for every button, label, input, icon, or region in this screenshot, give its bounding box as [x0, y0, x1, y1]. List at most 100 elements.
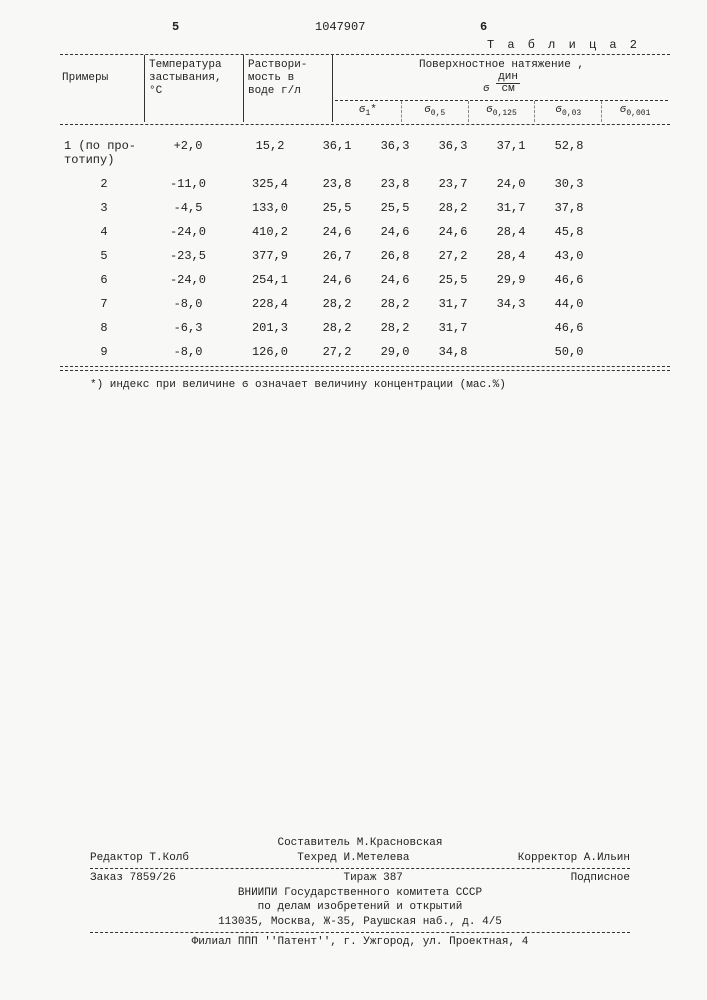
- header-col4-text-a: Поверхностное натяжение ,: [419, 59, 584, 71]
- cell-v5: 44,0: [540, 297, 598, 311]
- cell-v4: 29,9: [482, 273, 540, 287]
- table-body: 1 (по про-тотипу)+2,015,236,136,336,337,…: [60, 125, 670, 364]
- table-header: Примеры Температура застывания, °С Раств…: [60, 55, 670, 122]
- cell-v3: 36,3: [424, 139, 482, 167]
- cell-v5: 45,8: [540, 225, 598, 239]
- cell-v2: 28,2: [366, 297, 424, 311]
- cell-v2: 24,6: [366, 225, 424, 239]
- cell-temp: -8,0: [144, 345, 232, 359]
- table-row: 2-11,0325,423,823,823,724,030,3: [60, 172, 670, 196]
- cell-v3: 25,5: [424, 273, 482, 287]
- subheader-row: ϭ1* ϭ0,5 ϭ0,125 ϭ0,03 ϭ0,001: [335, 100, 668, 122]
- cell-temp: -23,5: [144, 249, 232, 263]
- cell-v2: 23,8: [366, 177, 424, 191]
- table-row: 9-8,0126,027,229,034,850,0: [60, 340, 670, 364]
- cell-v4: 37,1: [482, 139, 540, 167]
- cell-v4: [482, 345, 540, 359]
- cell-v3: 24,6: [424, 225, 482, 239]
- sigma-symbol: ϭ: [483, 83, 490, 95]
- subheader-sigma5: ϭ0,001: [601, 101, 668, 122]
- cell-v1: 28,2: [308, 321, 366, 335]
- table-label: Т а б л и ц а 2: [60, 38, 670, 52]
- cell-temp: -4,5: [144, 201, 232, 215]
- table-row: 6-24,0254,124,624,625,529,946,6: [60, 268, 670, 292]
- header-tension: Поверхностное натяжение , ϭ дин см ϭ1* ϭ…: [332, 55, 670, 122]
- header-col1-text: Примеры: [62, 72, 108, 84]
- header-temperature: Температура застывания, °С: [144, 55, 243, 122]
- footer-block: Составитель М.Красновская Редактор Т.Кол…: [90, 836, 630, 950]
- cell-example: 6: [60, 273, 144, 287]
- cell-v5: 50,0: [540, 345, 598, 359]
- header-col2-text-b: застывания,: [149, 72, 222, 84]
- cell-sol: 410,2: [232, 225, 308, 239]
- divider: [90, 868, 630, 869]
- subheader-sigma4: ϭ0,03: [534, 101, 601, 122]
- cell-sol: 133,0: [232, 201, 308, 215]
- header-col3-text-a: Раствори-: [248, 59, 307, 71]
- cell-example: 5: [60, 249, 144, 263]
- cell-temp: -6,3: [144, 321, 232, 335]
- cell-sol: 201,3: [232, 321, 308, 335]
- subheader-sigma1: ϭ1*: [335, 101, 401, 122]
- cell-temp: -24,0: [144, 225, 232, 239]
- cell-v3: 31,7: [424, 321, 482, 335]
- unit-bot: см: [496, 84, 520, 95]
- cell-sol: 325,4: [232, 177, 308, 191]
- cell-example: 4: [60, 225, 144, 239]
- cell-sol: 126,0: [232, 345, 308, 359]
- cell-example: 2: [60, 177, 144, 191]
- document-number: 1047907: [315, 20, 365, 34]
- page-mark-left: 5: [172, 20, 179, 34]
- cell-v1: 27,2: [308, 345, 366, 359]
- cell-v1: 25,5: [308, 201, 366, 215]
- cell-v1: 24,6: [308, 273, 366, 287]
- cell-example: 8: [60, 321, 144, 335]
- cell-v3: 27,2: [424, 249, 482, 263]
- table-row: 8-6,3201,328,228,231,746,6: [60, 316, 670, 340]
- footer-corrector: Корректор А.Ильин: [518, 851, 630, 866]
- footer-sign: Подписное: [571, 871, 630, 886]
- cell-v4: 28,4: [482, 225, 540, 239]
- cell-sol: 15,2: [232, 139, 308, 167]
- footer-addr1: 113035, Москва, Ж-35, Раушская наб., д. …: [90, 915, 630, 930]
- cell-temp: +2,0: [144, 139, 232, 167]
- header-col2-text-a: Температура: [149, 59, 222, 71]
- table-row: 7-8,0228,428,228,231,734,344,0: [60, 292, 670, 316]
- header-examples: Примеры: [60, 55, 144, 122]
- cell-v5: 46,6: [540, 273, 598, 287]
- cell-sol: 377,9: [232, 249, 308, 263]
- cell-v2: 36,3: [366, 139, 424, 167]
- table-row: 3-4,5133,025,525,528,231,737,8: [60, 196, 670, 220]
- cell-v2: 29,0: [366, 345, 424, 359]
- cell-v5: 43,0: [540, 249, 598, 263]
- footer-branch: Филиал ППП ''Патент'', г. Ужгород, ул. П…: [90, 935, 630, 950]
- cell-sol: 254,1: [232, 273, 308, 287]
- cell-example: 7: [60, 297, 144, 311]
- cell-example: 1 (по про-тотипу): [60, 139, 144, 167]
- header-col2-text-c: °С: [149, 85, 162, 97]
- cell-v2: 26,8: [366, 249, 424, 263]
- cell-temp: -11,0: [144, 177, 232, 191]
- cell-v5: 37,8: [540, 201, 598, 215]
- cell-v4: 31,7: [482, 201, 540, 215]
- divider: [60, 370, 670, 371]
- subheader-sigma2: ϭ0,5: [401, 101, 468, 122]
- divider: [90, 932, 630, 933]
- header-col3-text-b: мость в: [248, 72, 294, 84]
- cell-v1: 23,8: [308, 177, 366, 191]
- cell-v3: 23,7: [424, 177, 482, 191]
- cell-v1: 26,7: [308, 249, 366, 263]
- cell-v1: 28,2: [308, 297, 366, 311]
- cell-v4: 34,3: [482, 297, 540, 311]
- footer-order: Заказ 7859/26: [90, 871, 176, 886]
- cell-v3: 28,2: [424, 201, 482, 215]
- cell-v2: 28,2: [366, 321, 424, 335]
- cell-v5: 52,8: [540, 139, 598, 167]
- cell-temp: -8,0: [144, 297, 232, 311]
- cell-example: 3: [60, 201, 144, 215]
- table-footnote: *) индекс при величине ϭ означает величи…: [60, 379, 670, 391]
- cell-v1: 36,1: [308, 139, 366, 167]
- unit-fraction: дин см: [496, 72, 520, 95]
- table-row: 4-24,0410,224,624,624,628,445,8: [60, 220, 670, 244]
- cell-sol: 228,4: [232, 297, 308, 311]
